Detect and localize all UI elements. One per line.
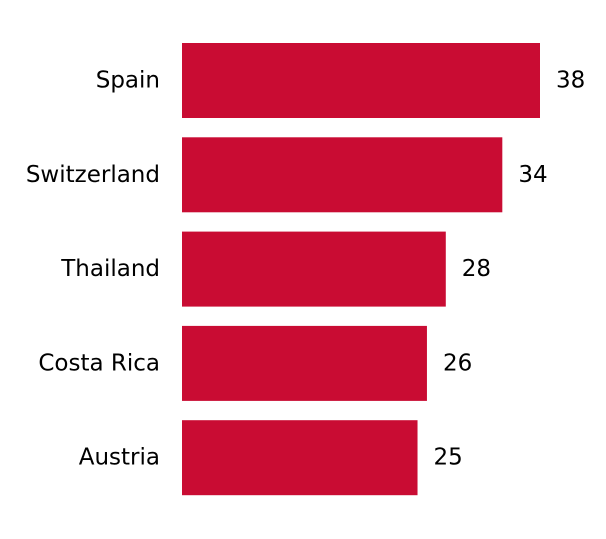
category-label-austria: Austria	[79, 445, 160, 471]
value-label-thailand: 28	[462, 256, 491, 282]
value-label-costa-rica: 26	[443, 350, 472, 376]
bar-austria	[182, 420, 418, 496]
value-labels-layer: 38 34 28 26 25	[434, 68, 586, 471]
category-labels-layer: Spain Switzerland Thailand Costa Rica Austri…	[26, 68, 160, 471]
value-label-spain: 38	[556, 68, 585, 94]
value-label-switzerland: 34	[518, 162, 547, 188]
bars-layer	[182, 43, 540, 496]
category-label-spain: Spain	[96, 68, 160, 94]
category-label-switzerland: Switzerland	[26, 162, 160, 188]
value-label-austria: 25	[434, 445, 463, 471]
bar-thailand	[182, 231, 446, 307]
category-label-costa-rica: Costa Rica	[38, 350, 160, 376]
bar-spain	[182, 43, 540, 118]
category-label-thailand: Thailand	[60, 256, 160, 282]
bar-switzerland	[182, 137, 503, 213]
bar-costa-rica	[182, 325, 427, 401]
